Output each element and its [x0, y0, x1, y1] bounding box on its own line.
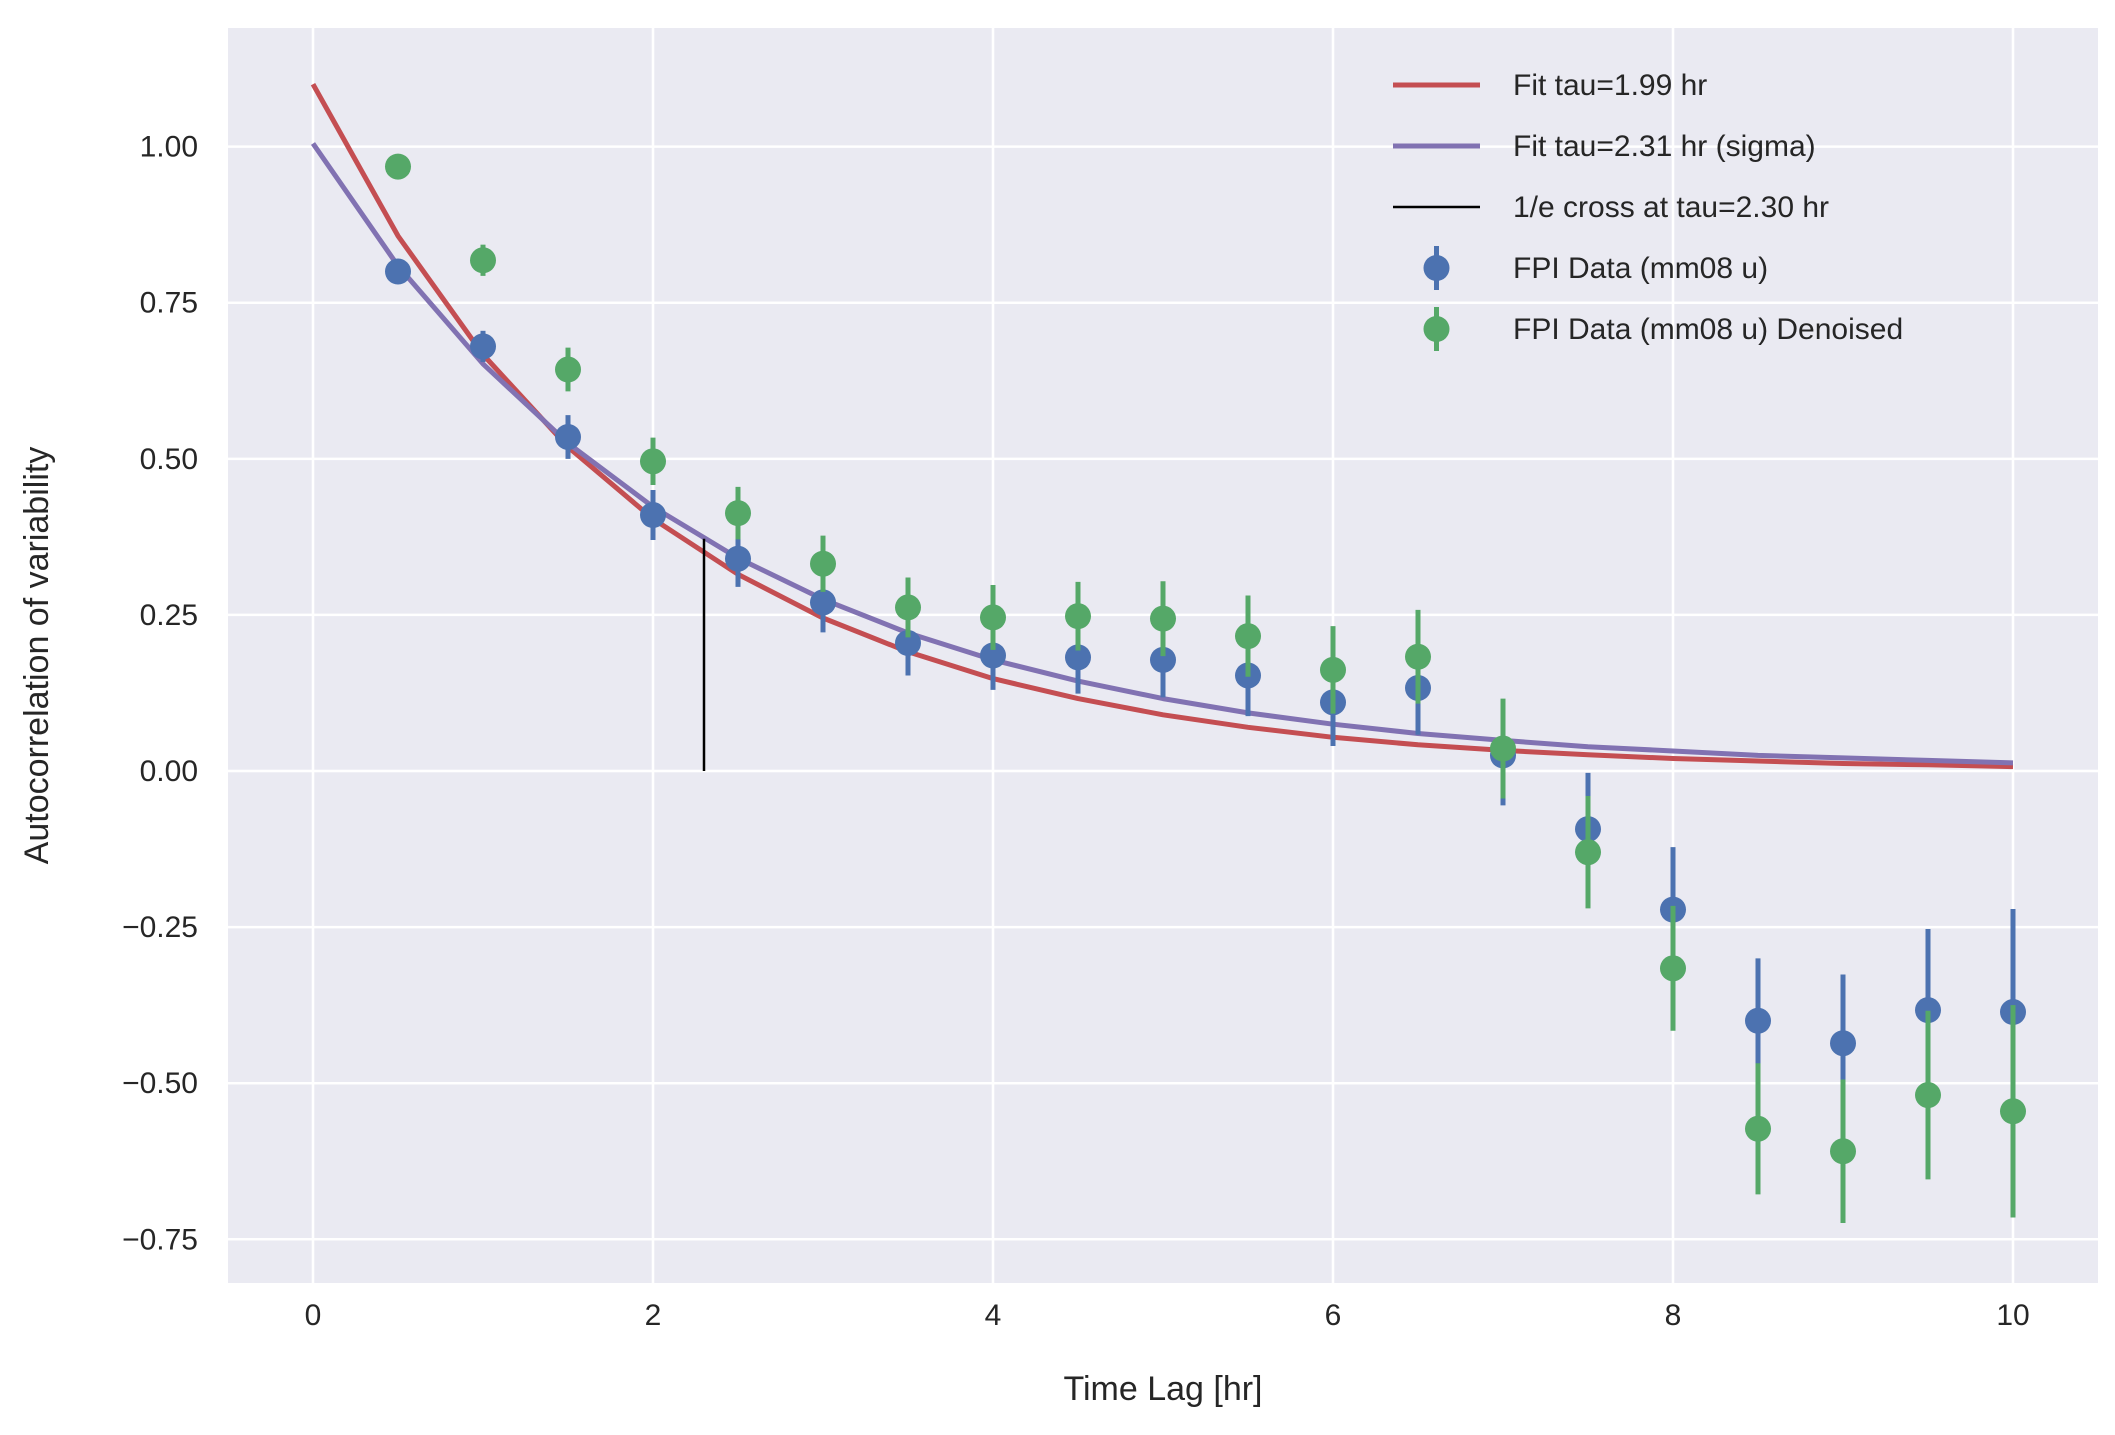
- point-fpi: [810, 589, 836, 616]
- point-fpi: [1065, 644, 1091, 671]
- point-fpi: [385, 258, 411, 285]
- point-fpi-denoised: [1490, 735, 1516, 762]
- x-tick-label: 10: [1996, 1299, 2029, 1332]
- y-axis-label: Autocorrelation of variability: [18, 447, 56, 865]
- x-tick-label: 4: [985, 1299, 1002, 1332]
- point-fpi-denoised: [1405, 643, 1431, 670]
- point-fpi-denoised: [895, 594, 921, 621]
- point-fpi: [895, 630, 921, 657]
- point-fpi-denoised: [1660, 955, 1686, 982]
- point-fpi-denoised: [470, 247, 496, 274]
- y-tick-label: 0.50: [140, 443, 198, 476]
- y-tick-label: 0.75: [140, 287, 198, 320]
- y-tick-label: −0.75: [122, 1223, 198, 1256]
- y-tick-label: 1.00: [140, 131, 198, 164]
- point-fpi: [980, 642, 1006, 669]
- fit-line-tau-1-99: [310, 82, 2014, 770]
- point-fpi: [640, 502, 666, 529]
- legend-label-fpi-data: FPI Data (mm08 u): [1513, 252, 1768, 285]
- point-fpi-denoised: [2000, 1098, 2026, 1125]
- point-fpi-denoised: [1745, 1115, 1771, 1142]
- fit-lines: [310, 82, 2014, 772]
- point-fpi-denoised: [1320, 656, 1346, 683]
- point-fpi-denoised: [810, 550, 836, 577]
- point-fpi: [1830, 1030, 1856, 1057]
- y-tick-label: −0.50: [122, 1067, 198, 1100]
- point-fpi-denoised: [640, 448, 666, 475]
- legend-label-fpi-data-denoised: FPI Data (mm08 u) Denoised: [1513, 313, 1903, 346]
- data-points: [385, 153, 2026, 1224]
- y-tick-label: −0.25: [122, 911, 198, 944]
- point-fpi-denoised: [1235, 623, 1261, 650]
- legend-marker-fpi-data-denoised: [1423, 307, 1450, 351]
- point-fpi: [1745, 1007, 1771, 1034]
- x-tick-label: 0: [305, 1299, 322, 1332]
- point-fpi-denoised: [725, 500, 751, 527]
- tick-labels: 0 2 4 6 8 10 −0.75 −0.50 −0.25 0.00 0.25 0.50 0.75 1.…: [122, 131, 2030, 1332]
- x-tick-label: 8: [1665, 1299, 1682, 1332]
- x-tick-label: 2: [645, 1299, 662, 1332]
- legend: Fit tau=1.99 hr Fit tau=2.31 hr (sigma) …: [1393, 69, 1903, 351]
- point-fpi: [1915, 997, 1941, 1024]
- point-fpi: [555, 423, 581, 450]
- legend-point: [1423, 316, 1450, 342]
- point-fpi-denoised: [980, 604, 1006, 631]
- point-fpi-denoised: [1915, 1082, 1941, 1109]
- point-fpi-denoised: [1065, 603, 1091, 630]
- legend-label-1e-cross: 1/e cross at tau=2.30 hr: [1513, 191, 1829, 224]
- point-fpi-denoised: [1150, 605, 1176, 632]
- legend-point: [1423, 255, 1450, 281]
- legend-label-fit-tau-2-31: Fit tau=2.31 hr (sigma): [1513, 130, 1816, 163]
- point-fpi-denoised: [1575, 839, 1601, 866]
- legend-label-fit-tau-1-99: Fit tau=1.99 hr: [1513, 69, 1707, 102]
- fit-line-tau-2-31: [310, 142, 2014, 766]
- x-axis-label: Time Lag [hr]: [1063, 1370, 1262, 1408]
- y-tick-label: 0.00: [140, 755, 198, 788]
- point-fpi: [470, 333, 496, 360]
- point-fpi-denoised: [385, 153, 411, 180]
- point-fpi-denoised: [555, 356, 581, 383]
- x-tick-label: 6: [1325, 1299, 1342, 1332]
- y-tick-label: 0.25: [140, 599, 198, 632]
- point-fpi: [1150, 646, 1176, 673]
- point-fpi: [725, 545, 751, 572]
- legend-marker-fpi-data: [1423, 246, 1450, 290]
- point-fpi-denoised: [1830, 1138, 1856, 1165]
